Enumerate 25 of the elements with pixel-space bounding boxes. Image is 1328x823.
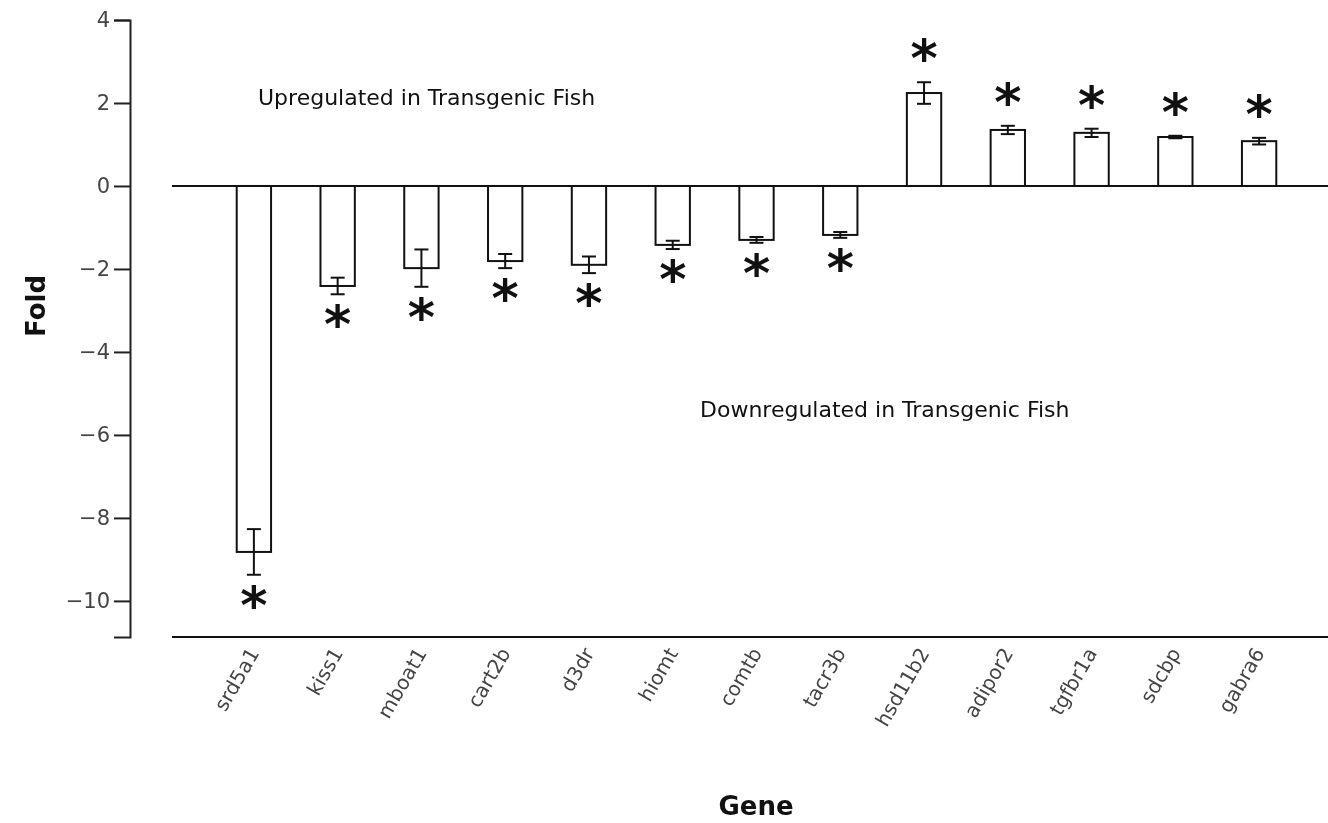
annotation: * — [1077, 74, 1106, 135]
annotation: * — [659, 249, 687, 310]
y-tick-label: 0 — [96, 174, 110, 199]
annotation: * — [742, 242, 771, 303]
y-tick-label: −6 — [79, 423, 110, 448]
annotation: * — [240, 574, 268, 635]
annotation: * — [826, 237, 854, 298]
y-axis-title: Fold — [21, 274, 51, 338]
x-axis-title: Gene — [718, 791, 794, 821]
annotation: Upregulated in Transgenic Fish — [258, 85, 596, 110]
y-tick-label: −2 — [79, 257, 110, 282]
annotation: * — [491, 268, 519, 329]
annotation: * — [324, 294, 352, 355]
y-tick-label: 4 — [96, 8, 110, 33]
annotation: * — [1161, 81, 1189, 142]
y-tick-label: −8 — [79, 506, 110, 531]
annotation: * — [575, 273, 603, 334]
annotation: * — [994, 71, 1022, 132]
annotation: * — [407, 286, 436, 347]
annotation: Downregulated in Transgenic Fish — [700, 397, 1070, 422]
y-tick-label: −4 — [79, 340, 110, 365]
y-tick-label: −10 — [65, 589, 110, 614]
y-tick-label: 2 — [96, 91, 110, 116]
annotation: * — [1245, 83, 1273, 144]
annotation: * — [910, 28, 938, 89]
